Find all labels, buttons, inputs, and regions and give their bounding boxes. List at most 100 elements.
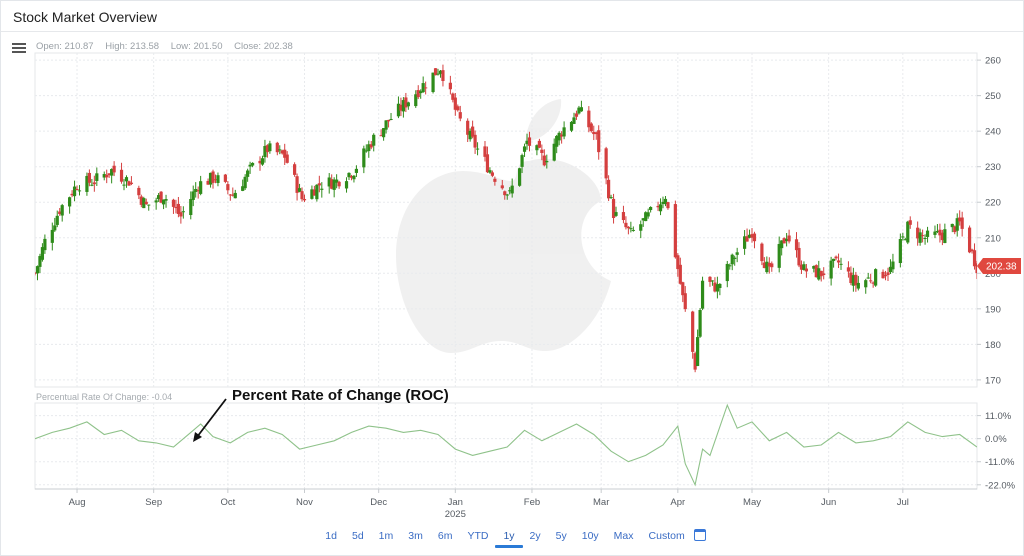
candle xyxy=(416,85,420,100)
candle xyxy=(715,276,719,299)
candle xyxy=(713,277,717,293)
candle xyxy=(406,101,410,110)
roc-grid xyxy=(34,402,978,490)
candle xyxy=(950,223,954,233)
candle xyxy=(641,217,645,227)
candle xyxy=(362,145,366,174)
candle xyxy=(535,144,539,156)
candle xyxy=(433,68,438,76)
range-button-3m[interactable]: 3m xyxy=(408,530,423,542)
candle xyxy=(87,169,91,187)
candle xyxy=(874,268,878,287)
high-value: High: 213.58 xyxy=(105,41,160,52)
annotation-arrow xyxy=(193,398,227,442)
range-button-6m[interactable]: 6m xyxy=(437,530,453,542)
x-tick-label-mar: Mar xyxy=(593,497,609,508)
candle xyxy=(624,216,628,230)
calendar-icon[interactable] xyxy=(694,529,707,541)
candle xyxy=(854,271,858,292)
candlestick-series xyxy=(35,64,977,373)
candle xyxy=(967,225,972,254)
candle xyxy=(574,110,579,120)
year-label: 2025 xyxy=(445,509,466,520)
candle xyxy=(639,220,643,239)
candle xyxy=(681,281,685,303)
candle xyxy=(510,178,514,198)
candle xyxy=(918,228,922,246)
candle xyxy=(693,351,697,373)
candle xyxy=(330,174,334,190)
candle xyxy=(300,187,304,202)
candle xyxy=(40,243,45,262)
candle xyxy=(839,257,843,270)
candle xyxy=(246,168,250,182)
roc-indicator-label: Percentual Rate Of Change: -0.04 xyxy=(36,392,173,402)
candle xyxy=(466,118,470,143)
candle xyxy=(483,141,487,162)
candle xyxy=(898,233,902,268)
candle xyxy=(505,193,509,200)
range-button-custom[interactable]: Custom xyxy=(648,530,685,542)
candle xyxy=(122,179,126,191)
candle xyxy=(626,226,630,235)
candle xyxy=(335,174,339,189)
candle xyxy=(972,243,977,270)
candle xyxy=(597,125,601,160)
candle xyxy=(525,133,529,150)
range-button-2y[interactable]: 2y xyxy=(529,530,541,542)
candle xyxy=(196,186,200,199)
candle xyxy=(742,230,747,255)
candle xyxy=(337,180,341,189)
last-price-badge: 202.38 xyxy=(977,258,1021,274)
candle xyxy=(577,105,581,115)
candle xyxy=(782,237,786,244)
range-button-max[interactable]: Max xyxy=(613,530,634,542)
candle xyxy=(295,173,299,201)
candle xyxy=(171,198,176,214)
candle xyxy=(139,194,143,208)
price-tick-label: 200 xyxy=(985,269,1001,280)
candle xyxy=(216,172,220,187)
candle xyxy=(332,177,336,198)
candle xyxy=(829,256,833,286)
range-button-1m[interactable]: 1m xyxy=(378,530,394,542)
candle xyxy=(456,104,460,112)
candle xyxy=(935,224,940,234)
candle xyxy=(871,281,875,288)
range-button-1d[interactable]: 1d xyxy=(325,530,337,542)
range-button-5y[interactable]: 5y xyxy=(555,530,567,542)
x-tick-label-jan: Jan xyxy=(448,497,463,508)
range-button-5d[interactable]: 5d xyxy=(351,530,364,542)
candle xyxy=(43,234,47,254)
candle xyxy=(908,216,912,229)
candle xyxy=(354,165,359,177)
candle xyxy=(864,278,868,294)
candle xyxy=(105,169,109,184)
hamburger-menu-icon[interactable] xyxy=(12,43,26,53)
candle xyxy=(278,145,282,155)
range-button-1y[interactable]: 1y xyxy=(495,530,523,548)
candle xyxy=(119,162,124,184)
candle xyxy=(762,257,766,269)
candle xyxy=(488,167,492,174)
candle xyxy=(275,141,279,156)
candle xyxy=(92,175,96,192)
candle xyxy=(441,64,445,87)
roc-tick-label: -11.0% xyxy=(985,457,1015,468)
candle xyxy=(503,190,507,200)
roc-line xyxy=(35,403,977,487)
candle xyxy=(752,231,757,249)
price-chart[interactable]: 170 180 190 200 210 220 230 240 250 260 11.0% 0.0%… xyxy=(1,1,1024,526)
candle xyxy=(883,270,888,281)
x-tick-label-jun: Jun xyxy=(821,497,836,508)
range-button-ytd[interactable]: YTD xyxy=(467,530,489,542)
candle xyxy=(194,182,198,198)
candle xyxy=(673,200,677,259)
candle xyxy=(164,194,168,208)
range-button-10y[interactable]: 10y xyxy=(581,530,599,542)
candle xyxy=(419,89,423,99)
last-price-label: 202.38 xyxy=(986,262,1017,273)
candle xyxy=(611,193,616,224)
candle xyxy=(933,225,937,239)
candle xyxy=(797,242,801,268)
